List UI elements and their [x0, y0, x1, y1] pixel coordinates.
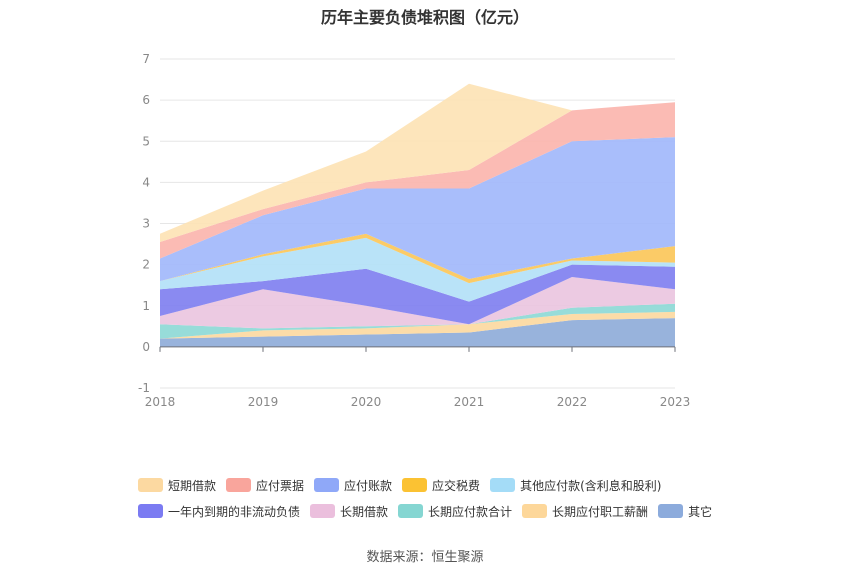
y-tick-label: -1 [138, 381, 150, 395]
area-series [160, 102, 675, 259]
legend-label: 一年内到期的非流动负债 [168, 504, 301, 519]
legend-label: 其它 [688, 504, 713, 519]
legend-swatch [314, 478, 340, 492]
legend-swatch [398, 504, 424, 518]
legend-swatch [138, 478, 163, 492]
area-series [160, 237, 675, 302]
x-tick-label: 2018 [145, 395, 176, 409]
y-tick-label: 5 [142, 134, 150, 148]
legend-item[interactable]: 应付票据 [226, 477, 304, 494]
chart-legend: 短期借款 应付票据 应付账款 应交税费 其他应付款(含利息和股利) 一年内到期的非流动负… [138, 472, 758, 524]
legend-item[interactable]: 应交税费 [402, 477, 480, 494]
legend-label: 长期借款 [340, 504, 389, 519]
y-tick-label: 4 [142, 175, 150, 189]
legend-item[interactable]: 短期借款 [138, 477, 216, 494]
x-tick-label: 2021 [454, 395, 485, 409]
legend-swatch [522, 504, 548, 518]
legend-label: 短期借款 [168, 478, 217, 493]
legend-swatch [138, 504, 163, 518]
legend-item[interactable]: 其它 [658, 503, 712, 520]
y-tick-label: 3 [142, 217, 150, 231]
area-series [160, 83, 675, 242]
area-series [160, 303, 675, 339]
area-series [160, 311, 675, 339]
legend-label: 长期应付职工薪酬 [552, 504, 649, 519]
data-source: 数据来源：恒生聚源 [366, 550, 484, 565]
legend-swatch [226, 478, 252, 492]
y-tick-label: 0 [142, 340, 150, 354]
legend-row-1: 短期借款 应付票据 应付账款 应交税费 其他应付款(含利息和股利) [138, 472, 758, 498]
y-tick-label: 2 [142, 258, 150, 272]
y-tick-label: 6 [142, 93, 150, 107]
legend-swatch [658, 504, 684, 518]
legend-item[interactable]: 长期借款 [310, 503, 388, 520]
x-tick-label: 2019 [248, 395, 279, 409]
legend-row-2: 一年内到期的非流动负债 长期借款 长期应付款合计 长期应付职工薪酬 其它 [138, 498, 758, 524]
y-tick-label: 1 [142, 299, 150, 313]
legend-item[interactable]: 应付账款 [314, 477, 392, 494]
y-tick-label: 7 [142, 52, 150, 66]
legend-label: 应付账款 [344, 478, 393, 493]
stacked-area-chart: -1 0 1 2 3 4 5 6 7 2018 2019 2020 2021 2022 2023 [138, 52, 691, 409]
legend-item[interactable]: 长期应付款合计 [398, 503, 512, 520]
legend-swatch [402, 478, 428, 492]
legend-label: 其他应付款(含利息和股利) [520, 478, 662, 493]
legend-item[interactable]: 长期应付职工薪酬 [522, 503, 648, 520]
legend-swatch [310, 504, 336, 518]
legend-label: 应交税费 [432, 478, 481, 493]
area-series [160, 318, 675, 347]
area-series [160, 233, 675, 284]
legend-swatch [490, 478, 516, 492]
legend-item[interactable]: 其他应付款(含利息和股利) [490, 477, 661, 494]
legend-label: 应付票据 [256, 478, 305, 493]
area-series [160, 277, 675, 329]
x-tick-label: 2023 [660, 395, 691, 409]
legend-label: 长期应付款合计 [428, 504, 513, 519]
x-tick-label: 2020 [351, 395, 382, 409]
area-series [160, 137, 675, 282]
area-series [160, 264, 675, 325]
legend-item[interactable]: 一年内到期的非流动负债 [138, 503, 300, 520]
chart-title: 历年主要负债堆积图（亿元） [320, 8, 529, 27]
x-tick-label: 2022 [557, 395, 588, 409]
